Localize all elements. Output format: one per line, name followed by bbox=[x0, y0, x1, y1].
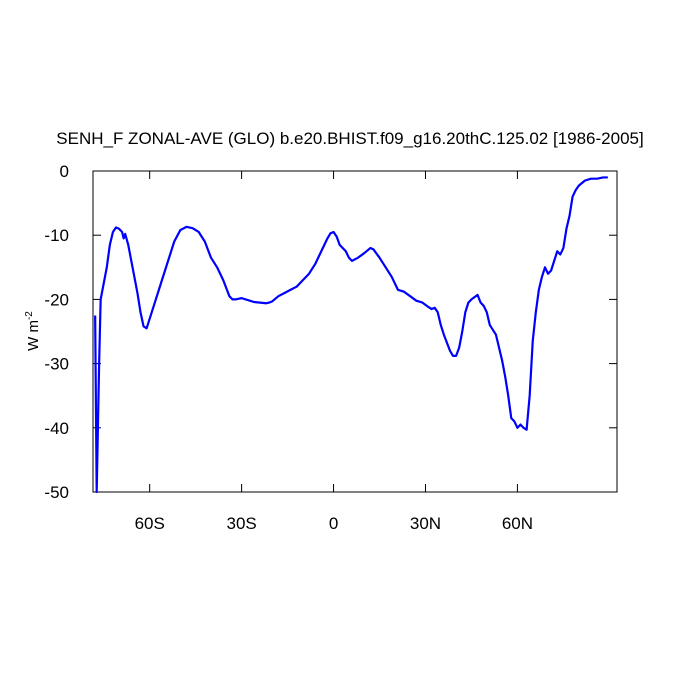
x-tick-label: 60S bbox=[135, 514, 165, 533]
y-axis-label-superscript: -2 bbox=[24, 311, 35, 320]
chart-title: SENH_F ZONAL-AVE (GLO) b.e20.BHIST.f09_g… bbox=[56, 129, 643, 148]
x-tick-label: 30S bbox=[226, 514, 256, 533]
y-axis-label: W m-2 bbox=[24, 311, 42, 351]
y-tick-label: 0 bbox=[60, 162, 69, 181]
y-tick-label: -50 bbox=[44, 483, 69, 502]
y-tick-label: -40 bbox=[44, 419, 69, 438]
x-tick-label: 60N bbox=[502, 514, 533, 533]
y-tick-label: -10 bbox=[44, 226, 69, 245]
y-axis-label-text: W m bbox=[25, 320, 42, 351]
data-line bbox=[94, 176, 608, 494]
x-tick-label: 30N bbox=[410, 514, 441, 533]
plot-frame bbox=[92, 170, 618, 493]
y-tick-label: -20 bbox=[44, 290, 69, 309]
x-tick-label: 0 bbox=[329, 514, 338, 533]
y-tick-label: -30 bbox=[44, 355, 69, 374]
